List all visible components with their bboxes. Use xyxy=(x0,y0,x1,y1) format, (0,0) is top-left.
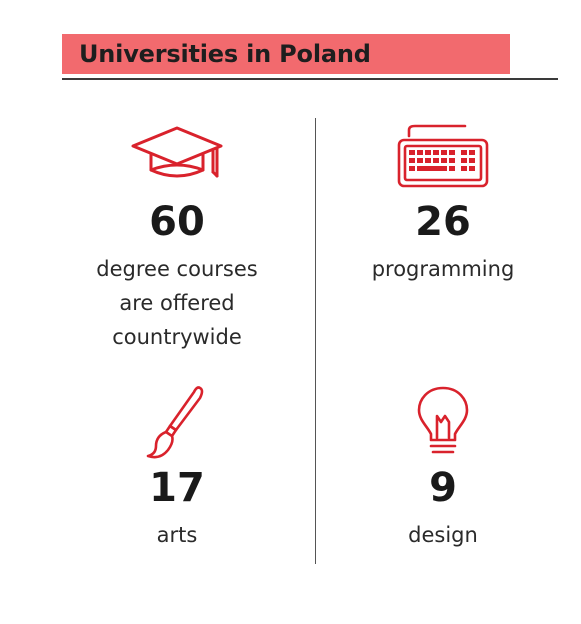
stat-number: 9 xyxy=(429,465,457,511)
stat-number: 17 xyxy=(149,465,205,511)
stat-label-line: degree courses xyxy=(96,257,258,281)
stat-arts: 17 arts xyxy=(62,384,292,552)
paintbrush-icon xyxy=(146,386,204,459)
stat-design: 9 design xyxy=(325,384,561,552)
stat-degree-courses: 60 degree courses are offered countrywid… xyxy=(62,118,292,354)
keyboard-icon xyxy=(397,124,489,188)
column-divider xyxy=(315,118,316,564)
graduation-cap-icon xyxy=(131,126,223,178)
stat-label-line: arts xyxy=(156,523,198,547)
stat-label-line: are offered xyxy=(119,291,235,315)
stat-label-line: countrywide xyxy=(112,325,242,349)
title-highlight-band xyxy=(62,34,510,74)
stat-label-line: programming xyxy=(371,257,515,281)
lightbulb-icon xyxy=(417,386,469,454)
stat-programming: 26 programming xyxy=(325,118,561,286)
page-title: Universities in Poland xyxy=(79,40,371,68)
stat-label-line: design xyxy=(408,523,478,547)
stat-number: 60 xyxy=(149,199,205,245)
stat-number: 26 xyxy=(415,199,471,245)
title-underline xyxy=(62,78,558,80)
